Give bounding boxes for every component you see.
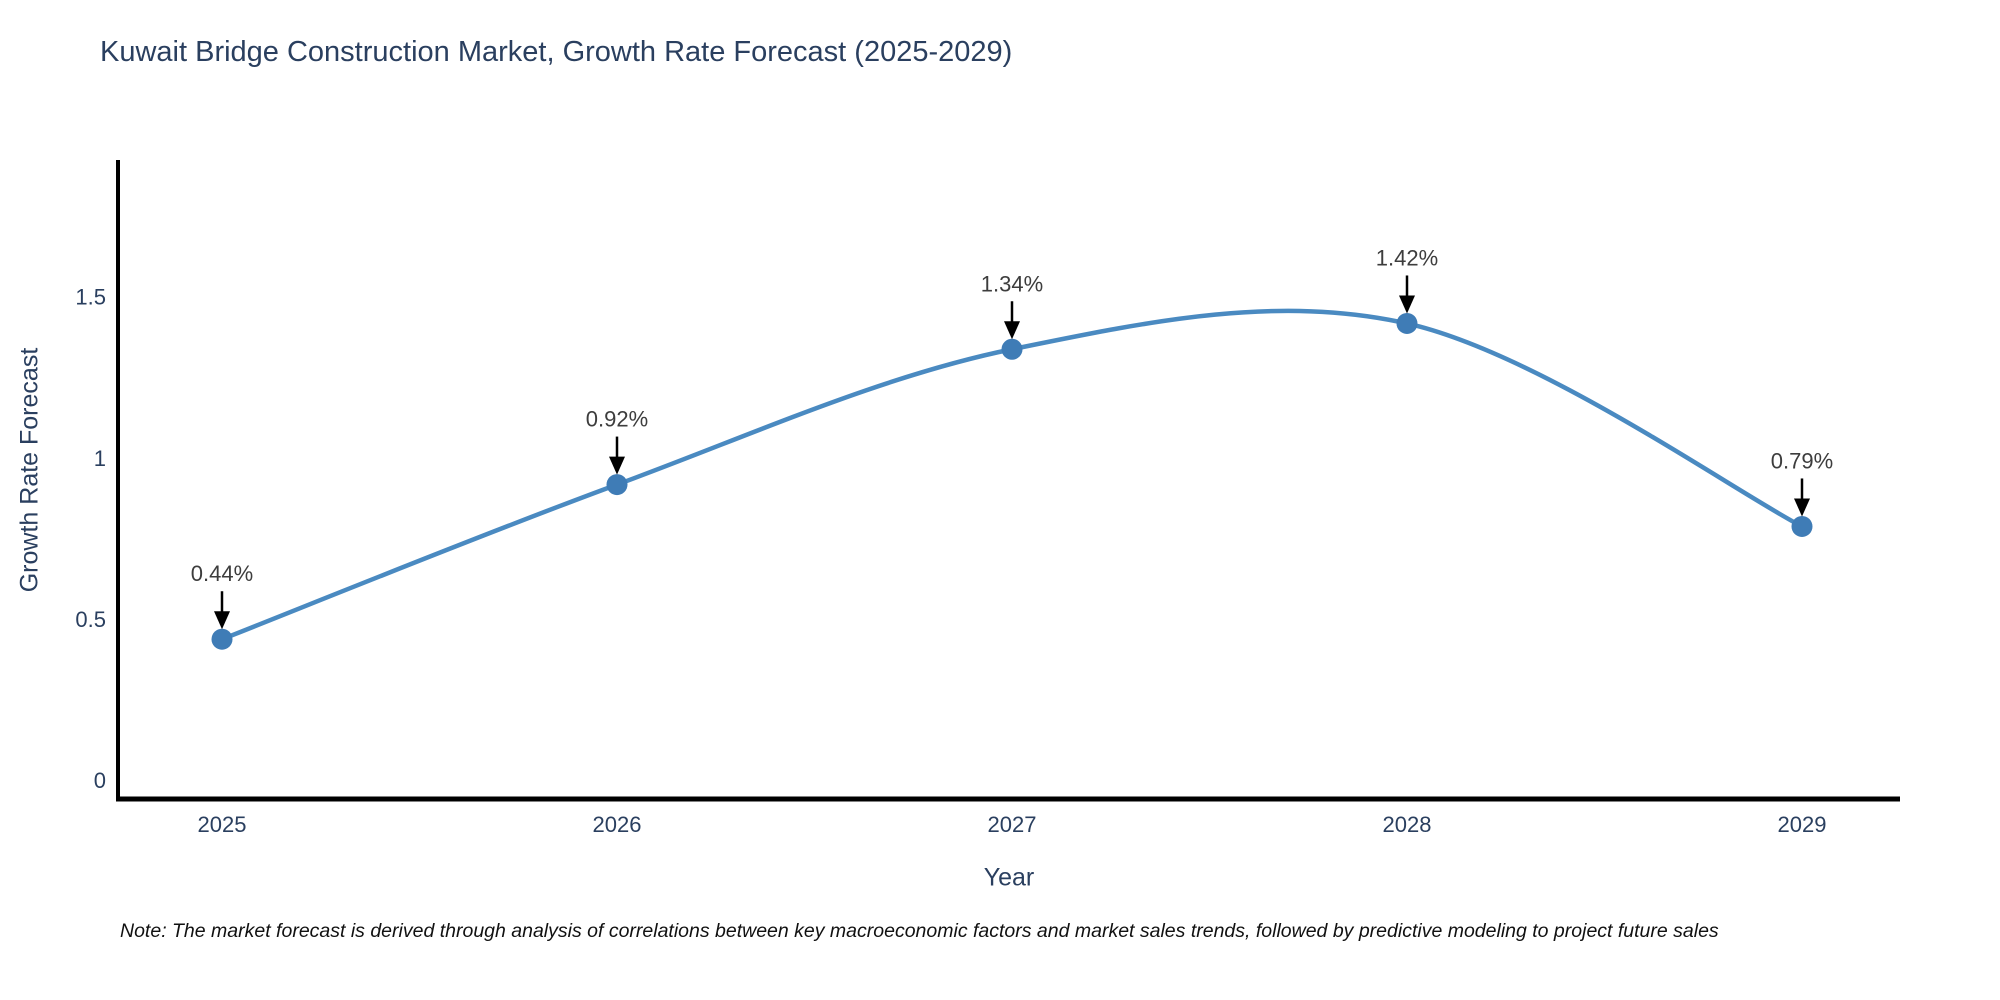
annotation-arrowhead (1004, 321, 1020, 340)
chart-footnote: Note: The market forecast is derived thr… (120, 920, 1719, 942)
x-tick-label: 2025 (198, 812, 247, 837)
y-tick-label: 0.5 (75, 607, 106, 632)
x-axis-title: Year (983, 863, 1035, 892)
annotation-label: 1.42% (1376, 245, 1438, 270)
data-point-marker[interactable] (211, 628, 233, 650)
x-tick-label: 2027 (988, 812, 1037, 837)
x-tick-label: 2028 (1383, 812, 1432, 837)
y-tick-label: 1.5 (75, 285, 106, 310)
annotation-arrowhead (1399, 295, 1415, 314)
annotation-label: 1.34% (981, 271, 1043, 296)
annotation-label: 0.79% (1771, 448, 1833, 473)
chart-line (221, 308, 1804, 642)
annotation-label: 0.44% (191, 561, 253, 586)
x-tick-label: 2029 (1778, 812, 1827, 837)
annotation-label: 0.92% (586, 407, 648, 432)
data-point-marker[interactable] (1396, 312, 1418, 334)
annotation-arrowhead (609, 456, 625, 475)
y-tick-label: 1 (94, 446, 106, 471)
data-point-marker[interactable] (1791, 515, 1813, 537)
x-tick-label: 2026 (593, 812, 642, 837)
data-point-marker[interactable] (606, 474, 628, 496)
y-tick-label: 0 (94, 768, 106, 793)
annotation-arrowhead (214, 611, 230, 630)
annotation-arrowhead (1794, 498, 1810, 517)
data-point-marker[interactable] (1001, 338, 1023, 360)
chart-title: Kuwait Bridge Construction Market, Growt… (100, 36, 1013, 68)
